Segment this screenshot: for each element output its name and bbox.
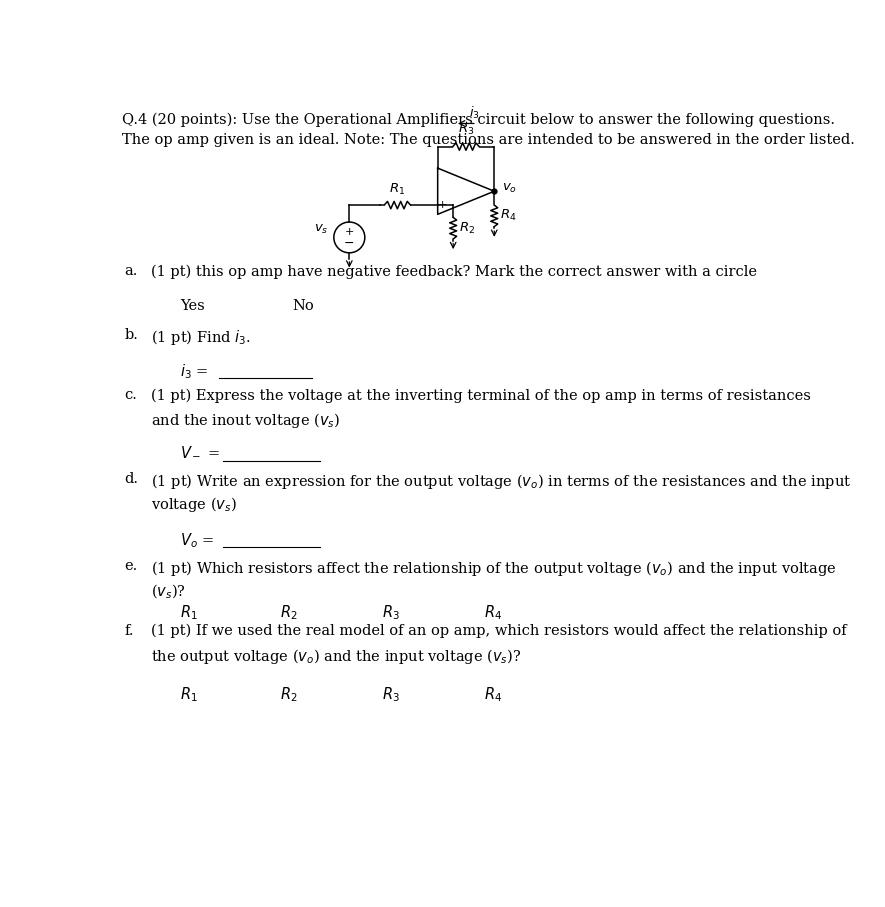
- Text: $R_3$: $R_3$: [458, 122, 474, 137]
- Text: $\mathit{v}_o$: $\mathit{v}_o$: [502, 181, 517, 195]
- Text: $R_3$: $R_3$: [381, 686, 400, 704]
- Text: a.: a.: [125, 264, 138, 278]
- Text: $R_3$: $R_3$: [381, 603, 400, 622]
- Text: f.: f.: [125, 624, 134, 638]
- Text: No: No: [293, 299, 314, 313]
- Text: $R_1$: $R_1$: [389, 181, 405, 197]
- Text: and the inout voltage ($v_s$): and the inout voltage ($v_s$): [151, 412, 341, 431]
- Text: +: +: [438, 200, 447, 210]
- Text: $v_s$: $v_s$: [314, 223, 328, 237]
- Text: $R_4$: $R_4$: [484, 603, 503, 622]
- Text: $R_4$: $R_4$: [484, 686, 503, 704]
- Text: b.: b.: [125, 328, 138, 342]
- Text: (1 pt) Express the voltage at the inverting terminal of the op amp in terms of r: (1 pt) Express the voltage at the invert…: [151, 388, 811, 403]
- Text: (1 pt) Which resistors affect the relationship of the output voltage ($v_o$) and: (1 pt) Which resistors affect the relati…: [151, 560, 836, 579]
- Text: (1 pt) this op amp have negative feedback? Mark the correct answer with a circle: (1 pt) this op amp have negative feedbac…: [151, 264, 757, 278]
- Text: −: −: [344, 237, 355, 249]
- Text: $R_2$: $R_2$: [459, 220, 475, 236]
- Text: $R_2$: $R_2$: [280, 686, 297, 704]
- Text: (1 pt) If we used the real model of an op amp, which resistors would affect the : (1 pt) If we used the real model of an o…: [151, 624, 847, 639]
- Text: The op amp given is an ideal. Note: The questions are intended to be answered in: The op amp given is an ideal. Note: The …: [122, 132, 855, 147]
- Text: $R_1$: $R_1$: [181, 603, 198, 622]
- Text: $i_3$ =: $i_3$ =: [181, 362, 209, 381]
- Text: $R_2$: $R_2$: [280, 603, 297, 622]
- Text: +: +: [344, 227, 354, 237]
- Text: d.: d.: [125, 473, 139, 486]
- Text: Yes: Yes: [181, 299, 205, 313]
- Text: $i_3$: $i_3$: [469, 105, 480, 122]
- Text: (1 pt) Find $i_3$.: (1 pt) Find $i_3$.: [151, 328, 250, 347]
- Text: Q.4 (20 points): Use the Operational Amplifiers circuit below to answer the foll: Q.4 (20 points): Use the Operational Amp…: [122, 112, 835, 127]
- Text: ($v_s$)?: ($v_s$)?: [151, 582, 186, 600]
- Text: voltage ($v_s$): voltage ($v_s$): [151, 495, 237, 514]
- Text: $R_1$: $R_1$: [181, 686, 198, 704]
- Text: (1 pt) Write an expression for the output voltage ($v_o$) in terms of the resist: (1 pt) Write an expression for the outpu…: [151, 473, 851, 492]
- Text: $V_-$ =: $V_-$ =: [181, 445, 220, 459]
- Text: c.: c.: [125, 388, 137, 403]
- Text: $R_4$: $R_4$: [500, 209, 517, 223]
- Text: $V_o$ =: $V_o$ =: [181, 532, 214, 551]
- Text: e.: e.: [125, 560, 138, 573]
- Text: the output voltage ($v_o$) and the input voltage ($v_s$)?: the output voltage ($v_o$) and the input…: [151, 647, 521, 666]
